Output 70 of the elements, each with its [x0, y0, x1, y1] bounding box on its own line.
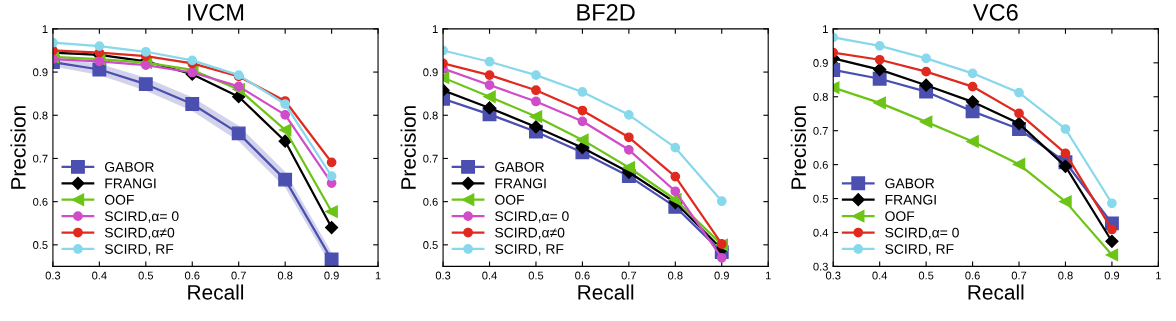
legend-label: SCIRD, RF — [885, 244, 954, 256]
chart-title: BF2D — [577, 4, 635, 21]
legend-label: SCIRD, RF — [495, 244, 564, 256]
x-tick-label: 0.8 — [1058, 271, 1073, 280]
y-tick-label: 1 — [42, 25, 48, 33]
y-tick-label: 0.6 — [33, 197, 48, 206]
legend-label: SCIRD, RF — [104, 244, 174, 256]
x-tick-label: 0.9 — [324, 271, 339, 280]
x-tick-label: 0.4 — [482, 271, 497, 280]
y-tick-label: 0.9 — [33, 68, 48, 77]
legend-label: SCIRD,α= 0 — [885, 227, 959, 240]
legend-label: GABOR — [885, 178, 935, 189]
x-tick-label: 0.6 — [965, 271, 980, 280]
legend-label: FRANGI — [495, 178, 546, 189]
x-tick-label: 1 — [1156, 271, 1161, 280]
y-tick-label: 0.9 — [423, 68, 438, 77]
x-tick-label: 0.7 — [1011, 271, 1027, 280]
legend-label: SCIRD,α= 0 — [495, 211, 569, 223]
x-tick-label: 0.9 — [714, 271, 729, 280]
legend-label: SCIRD,α= 0 — [104, 211, 179, 223]
x-tick-label: 0.8 — [277, 271, 293, 280]
x-tick-label: 1 — [375, 271, 381, 280]
y-tick-label: 0.6 — [423, 197, 438, 206]
y-tick-label: 0.5 — [423, 241, 438, 249]
y-tick-label: 0.7 — [423, 154, 438, 163]
legend-label: OOF — [495, 194, 524, 205]
y-tick-label: 0.8 — [813, 93, 828, 101]
chart-title: IVCM — [188, 4, 244, 21]
x-tick-label: 0.6 — [184, 271, 200, 280]
x-tick-label: 0.9 — [1104, 271, 1120, 280]
y-tick-label: 0.7 — [33, 154, 48, 163]
chart-title: VC6 — [972, 4, 1018, 21]
y-tick-label: 0.6 — [813, 160, 828, 169]
y-tick-label: 0.9 — [813, 59, 828, 67]
x-tick-label: 0.5 — [528, 271, 544, 280]
x-tick-label: 0.5 — [138, 271, 154, 280]
y-tick-label: 0.5 — [33, 241, 48, 249]
x-tick-label: 0.4 — [92, 271, 107, 280]
legend-label: SCIRD,α≠0 — [495, 227, 565, 240]
x-tick-label: 0.6 — [575, 271, 590, 280]
legend-label: GABOR — [495, 162, 544, 172]
y-tick-label: 1 — [823, 25, 828, 33]
x-tick-label: 0.4 — [872, 271, 888, 280]
x-axis-title: Recall — [578, 284, 634, 300]
y-axis-title: Precision — [10, 106, 26, 189]
x-tick-label: 1 — [765, 271, 771, 280]
x-tick-label: 0.3 — [825, 271, 841, 280]
legend-label: FRANGI — [105, 178, 156, 189]
legend-label: OOF — [885, 211, 915, 222]
x-tick-label: 0.8 — [668, 271, 683, 280]
legend-label: GABOR — [105, 162, 154, 172]
y-axis-title: Precision — [400, 106, 416, 189]
y-tick-label: 0.8 — [33, 111, 48, 120]
legend-label: SCIRD,α≠0 — [104, 227, 175, 240]
x-tick-label: 0.3 — [435, 271, 451, 280]
y-tick-label: 0.3 — [813, 262, 828, 271]
y-tick-label: 1 — [432, 25, 438, 33]
y-tick-label: 0.7 — [813, 126, 828, 135]
x-tick-label: 0.5 — [918, 271, 934, 280]
x-tick-label: 0.7 — [231, 271, 246, 280]
y-tick-label: 0.4 — [813, 228, 829, 237]
legend-label: OOF — [104, 194, 134, 205]
y-tick-label: 0.5 — [813, 194, 828, 203]
x-tick-label: 0.3 — [45, 271, 61, 280]
y-tick-label: 0.8 — [423, 111, 438, 120]
x-axis-title: Recall — [968, 284, 1024, 300]
y-axis-title: Precision — [790, 106, 807, 189]
legend-label: FRANGI — [885, 194, 936, 205]
x-tick-label: 0.7 — [621, 271, 637, 280]
x-axis-title: Recall — [188, 284, 244, 300]
